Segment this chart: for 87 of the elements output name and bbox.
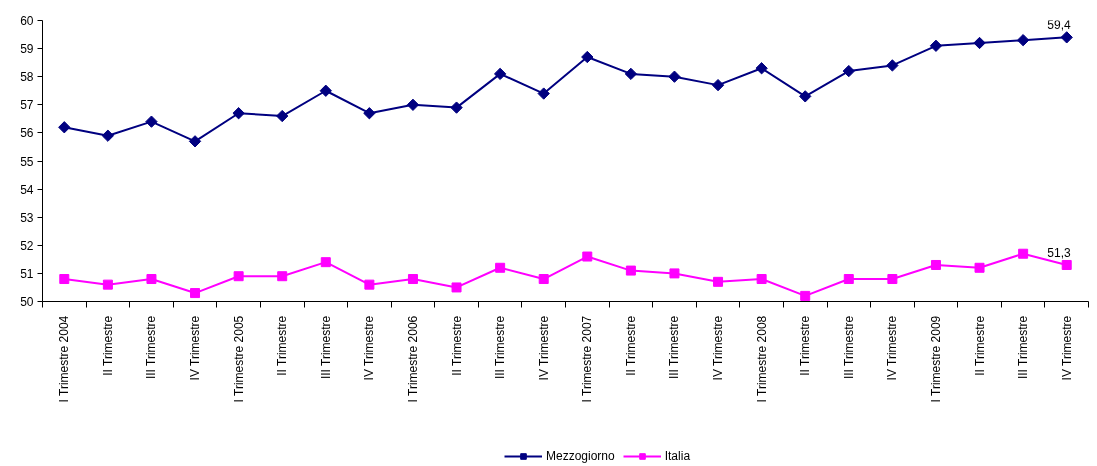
- x-tick-label: IV Trimestre: [1059, 315, 1074, 381]
- legend-label: Italia: [664, 449, 691, 463]
- point: [713, 276, 724, 287]
- data-label: 59,4: [1047, 18, 1072, 33]
- x-tick-label: II Trimestre: [100, 315, 115, 376]
- point: [537, 87, 550, 100]
- x-tick-label: I Trimestre 2007: [580, 315, 595, 403]
- x-tick-label: III Trimestre: [318, 315, 333, 380]
- point: [1061, 259, 1072, 270]
- point: [668, 70, 681, 83]
- x-tick-label: II Trimestre: [972, 315, 987, 376]
- x-tick-label: II Trimestre: [798, 315, 813, 376]
- point: [276, 109, 289, 123]
- y-tick-label: 60: [20, 14, 34, 28]
- point: [277, 271, 288, 282]
- x-tick-label: IV Trimestre: [711, 315, 726, 381]
- point: [842, 64, 855, 78]
- point: [58, 121, 71, 134]
- point: [188, 135, 202, 148]
- point: [624, 67, 638, 81]
- point: [886, 59, 899, 72]
- point: [1018, 248, 1029, 259]
- point: [450, 101, 463, 114]
- y-tick-label: 51: [20, 266, 34, 281]
- point: [319, 84, 332, 97]
- y-tick-label: 56: [20, 126, 34, 141]
- x-tick-label: I Trimestre 2006: [405, 315, 420, 403]
- point: [363, 107, 376, 120]
- y-tick-label: 53: [20, 210, 34, 225]
- point: [102, 279, 113, 290]
- y-tick-label: 55: [20, 154, 34, 169]
- y-tick-label: 58: [20, 70, 34, 85]
- point: [451, 282, 462, 293]
- point: [582, 251, 593, 262]
- point: [974, 262, 985, 273]
- y-tick-label: 57: [20, 98, 34, 113]
- x-tick-label: III Trimestre: [1016, 315, 1031, 380]
- point: [887, 274, 898, 285]
- point: [800, 290, 811, 301]
- point: [232, 107, 245, 120]
- y-tick-label: 50: [20, 295, 34, 309]
- point: [101, 129, 115, 142]
- x-tick-label: III Trimestre: [667, 315, 682, 380]
- x-tick-label: I Trimestre 2004: [57, 315, 72, 403]
- point: [625, 265, 636, 276]
- point: [843, 274, 854, 285]
- point: [581, 50, 594, 64]
- legend-label: Mezzogiorno: [546, 449, 615, 463]
- x-tick-label: II Trimestre: [623, 315, 638, 376]
- point: [145, 115, 158, 128]
- point: [233, 271, 244, 282]
- point: [756, 274, 767, 285]
- point: [59, 274, 70, 285]
- point: [929, 39, 943, 52]
- x-tick-label: II Trimestre: [449, 315, 464, 376]
- x-tick-label: I Trimestre 2009: [928, 315, 943, 403]
- point: [669, 268, 680, 279]
- x-tick-label: I Trimestre 2005: [231, 315, 246, 403]
- point: [1060, 31, 1073, 44]
- point: [973, 36, 986, 50]
- y-tick-label: 59: [20, 42, 34, 57]
- point: [190, 288, 201, 299]
- point: [406, 98, 420, 111]
- point: [1016, 34, 1030, 47]
- x-tick-label: I Trimestre 2008: [754, 315, 769, 403]
- x-tick-label: IV Trimestre: [885, 315, 900, 381]
- x-tick-label: III Trimestre: [144, 315, 159, 380]
- point: [930, 259, 941, 270]
- data-label: 51,3: [1047, 245, 1072, 260]
- point: [320, 257, 331, 268]
- x-tick-label: IV Trimestre: [362, 315, 377, 381]
- point: [493, 67, 507, 81]
- point: [755, 62, 768, 75]
- point: [407, 274, 418, 285]
- y-tick-label: 52: [20, 238, 34, 253]
- x-tick-label: III Trimestre: [493, 315, 508, 380]
- y-tick-label: 54: [20, 182, 34, 197]
- point: [711, 78, 725, 92]
- x-tick-label: III Trimestre: [841, 315, 856, 380]
- point: [364, 279, 375, 290]
- point: [799, 90, 812, 103]
- x-tick-label: IV Trimestre: [188, 315, 203, 381]
- point: [495, 262, 506, 273]
- point: [146, 274, 157, 285]
- point: [538, 274, 549, 285]
- x-tick-label: IV Trimestre: [536, 315, 551, 381]
- x-tick-label: II Trimestre: [275, 315, 290, 376]
